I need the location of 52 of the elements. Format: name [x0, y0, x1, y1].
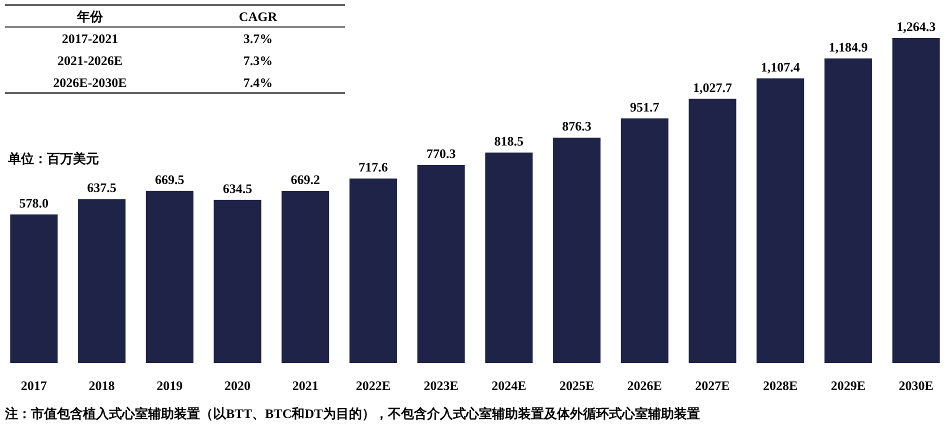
bar	[485, 152, 533, 363]
bar	[688, 98, 736, 363]
x-tick-label: 2020	[224, 378, 250, 393]
bar	[892, 38, 940, 363]
x-tick-label: 2019	[156, 378, 184, 393]
annotation: 2021-2026E	[58, 53, 122, 68]
bar	[78, 199, 126, 363]
data-label: 1,264.3	[896, 19, 936, 34]
data-label: 1,184.9	[828, 39, 868, 54]
x-tick-label: 2030E	[898, 378, 934, 393]
text: CAGR	[238, 9, 278, 24]
annotation: 7.4%	[243, 75, 273, 90]
bar	[214, 200, 262, 363]
bar	[756, 78, 804, 363]
x-tick-label: 2025E	[559, 378, 594, 393]
x-tick-label: 2021	[292, 378, 318, 393]
data-label: 876.3	[562, 118, 592, 134]
data-label: 578.0	[19, 195, 49, 210]
data-label: 1,107.4	[760, 59, 800, 74]
data-label: 1,027.7	[693, 80, 732, 95]
x-tick-label: 2018	[88, 378, 116, 393]
bar	[349, 178, 397, 363]
bar	[620, 118, 668, 363]
annotation: 单位：百万美元	[7, 151, 99, 166]
data-label: 818.5	[494, 134, 524, 149]
data-label: 770.3	[426, 146, 456, 161]
x-tick-label: 2028E	[763, 378, 798, 393]
data-label: 634.5	[222, 180, 253, 196]
bar	[282, 190, 330, 363]
data-label: 669.5	[155, 172, 185, 187]
x-tick-label: 2029E	[830, 378, 866, 393]
annotation: 2017-2021	[62, 31, 118, 46]
text: 注：市值包含植入式心室辅助装置（以BTT、BTC和DT为目的），不包含介入式心室辅助装置及体外循环式心室辅助装置	[4, 406, 700, 421]
bar	[417, 164, 465, 363]
x-tick-label: 2026E	[627, 378, 662, 393]
annotation: 2026E-2030E	[53, 75, 127, 90]
x-tick-label: 2023E	[424, 378, 458, 393]
data-label: 637.5	[87, 180, 117, 196]
data-label: 717.6	[358, 160, 388, 175]
x-tick-label: 2017	[20, 378, 48, 393]
bar	[146, 190, 194, 363]
x-tick-label: 2022E	[356, 378, 391, 393]
bar	[10, 214, 58, 363]
x-tick-label: 2027E	[695, 378, 730, 393]
annotation: 7.3%	[243, 53, 273, 68]
data-label: 951.7	[630, 99, 660, 114]
annotation: 3.7%	[243, 31, 273, 46]
bar	[553, 138, 601, 363]
data-label: 669.2	[290, 172, 320, 187]
text: 年份	[76, 9, 104, 24]
bar	[824, 58, 872, 363]
x-tick-label: 2024E	[492, 378, 526, 393]
